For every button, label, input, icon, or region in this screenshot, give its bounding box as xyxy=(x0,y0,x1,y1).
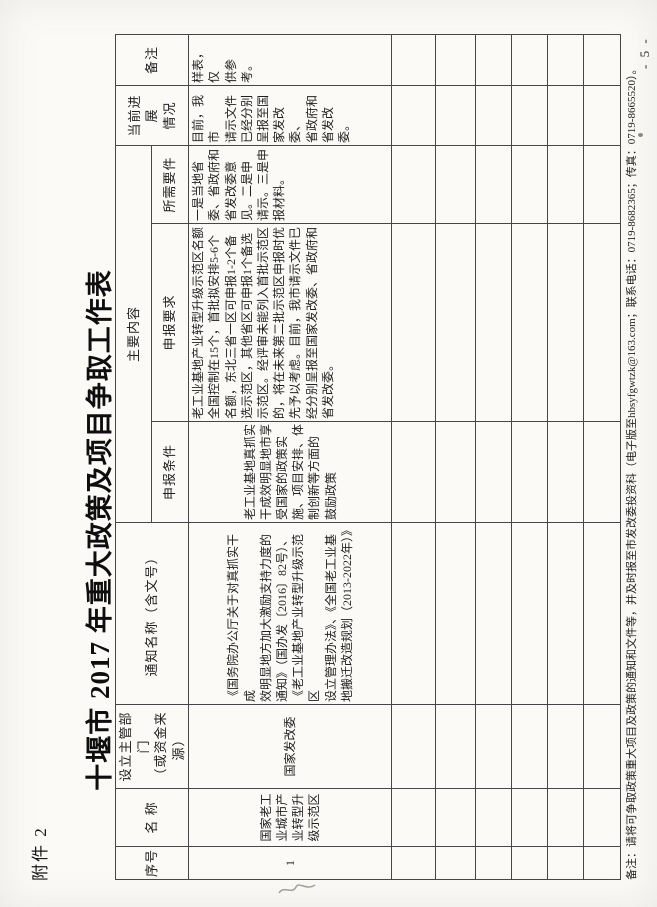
empty-table-row xyxy=(511,34,548,880)
cell-dept: 国家发改委 xyxy=(188,704,392,789)
empty-table-row xyxy=(391,34,436,880)
col-header-remark: 备注 xyxy=(115,34,189,86)
cell-requirements: 老工业基地产业转型升级示范区名额 全国控制在15个，首批拟安排5-6个 名额，东… xyxy=(188,223,392,422)
table-row-1: 1 国家老工 业城市产 业转型升 级示范区 国家发改委 《国务院办公厅关于对真抓… xyxy=(188,34,392,880)
col-header-main-content: 主要内容 xyxy=(115,145,152,523)
col-header-notice: 通知名称（含文号） xyxy=(115,522,189,705)
page-number: - 5 - xyxy=(637,37,652,69)
attachment-label: 附件 2 xyxy=(31,826,50,881)
cell-name: 国家老工 业城市产 业转型升 级示范区 xyxy=(188,788,392,847)
handwritten-mark xyxy=(278,884,316,894)
col-header-progress: 当前进展 情况 xyxy=(115,85,189,146)
empty-table-row xyxy=(435,34,476,880)
footer-note: 备注：请将可争取政策重大项目及政策的通知和文件等，并及时报至市发改委投资科（电子… xyxy=(626,63,638,880)
col-header-requirements: 申报要求 xyxy=(151,223,189,422)
col-header-required-docs: 所需要件 xyxy=(151,145,189,224)
empty-table-row xyxy=(547,34,584,880)
empty-table-row xyxy=(583,34,621,880)
cell-seq: 1 xyxy=(188,846,392,880)
col-header-dept: 设立主管部门 （或资金来源） xyxy=(115,704,189,789)
col-header-seq: 序号 xyxy=(115,846,189,880)
cell-notice: 《国务院办公厅关于对真抓实干成 效明显地方加大激励支持力度的 通知》（国办发〔2… xyxy=(188,522,392,705)
cell-progress: 目前，我市 请示文件 已经分别 呈报至国 家发改委、 省政府和 省发改委。 xyxy=(188,85,392,146)
cell-conditions: 老工业基地真抓实 干成效明显地市享 受国家的政策实 施、项目安排、体 制创新等方… xyxy=(188,421,392,523)
page-title: 十堰市 2017 年重大政策及项目争取工作表 xyxy=(85,269,115,791)
ink-dot xyxy=(638,133,643,137)
work-table: 序号 名 称 设立主管部门 （或资金来源） 通知名称（含文号） 主要内容 当前进… xyxy=(115,34,621,880)
col-header-name: 名 称 xyxy=(115,788,189,847)
cell-remark: 样表，仅 供参考。 xyxy=(188,34,392,86)
empty-table-row xyxy=(475,34,512,880)
col-header-conditions: 申报条件 xyxy=(151,421,189,523)
cell-required-docs: 一是当地省 委、省政府和 省发改委意 见。二是申 请示。三是申 报材料。 xyxy=(188,145,392,224)
